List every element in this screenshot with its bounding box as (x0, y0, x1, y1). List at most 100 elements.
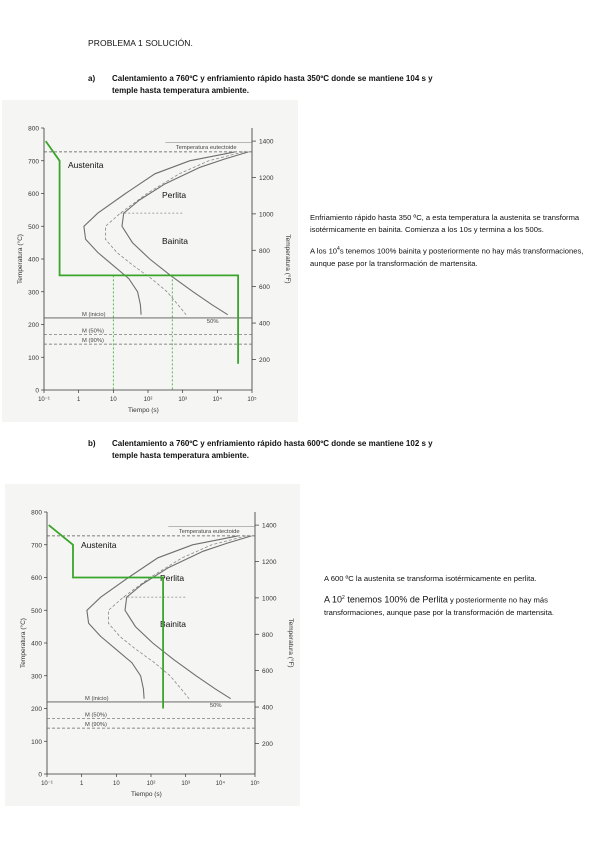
y-tick-label-c: 100 (31, 739, 42, 746)
section-a-desc-p2-prefix: A los 10 (310, 246, 338, 256)
y-axis-title-f: Temperatura (°F) (287, 618, 295, 667)
y-tick-label-c: 0 (38, 772, 42, 779)
x-tick-label: 10⁴ (216, 780, 226, 787)
y-axis-title-c: Temperatura (°C) (16, 234, 24, 284)
cooling-path (44, 140, 240, 364)
y-tick-label-c: 200 (31, 706, 42, 713)
section-a-desc-p2-suffix: s tenemos 100% bainita y posteriormente … (310, 246, 584, 269)
y-tick-label-f: 800 (259, 248, 270, 255)
section-b-letter: b) (88, 439, 96, 448)
section-a-desc-p2-sup: 4 (337, 246, 340, 253)
y-tick-label-c: 700 (28, 158, 39, 165)
section-b-description: A 600 ºC la austenita se transforma isot… (324, 573, 584, 626)
transformation-50-curve (105, 151, 244, 315)
y-tick-label-c: 0 (35, 388, 39, 395)
bainita-label: Bainita (162, 236, 188, 246)
eutectoid-label: Temperatura eutectoide (179, 529, 240, 535)
y-axis-title-f: Temperatura (°F) (284, 234, 292, 283)
section-b-heading: b) Calentamiento a 760ºC y enfriamiento r… (88, 438, 433, 462)
perlita-label: Perlita (162, 190, 186, 200)
martensite-start-label: M (inicio) (85, 696, 109, 702)
transformation-finish-curve (121, 151, 249, 316)
section-a-heading: a) Calentamiento a 760ºC y enfriamiento r… (88, 73, 433, 97)
section-b-desc-p2-suffix: y posteriormente no hay más transformaci… (324, 595, 555, 617)
martensite-50-label: M (50%) (82, 328, 104, 334)
martensite-start-label: M (inicio) (82, 312, 106, 318)
section-a-desc-p2: A los 104s tenemos 100% bainita y poster… (310, 243, 592, 270)
y-tick-label-c: 600 (31, 575, 42, 582)
y-tick-label-f: 1000 (259, 211, 274, 218)
y-tick-label-c: 500 (31, 608, 42, 615)
section-b-desc-p2-sup: 2 (342, 595, 345, 602)
cooling-path (48, 524, 165, 709)
x-tick-label: 10 (110, 397, 117, 403)
y-tick-label-f: 200 (262, 741, 273, 748)
y-axis-title-c: Temperatura (°C) (19, 618, 27, 668)
y-tick-label-c: 700 (31, 542, 42, 549)
section-b-desc-p2: A 102 tenemos 100% de Perlita y posterio… (324, 592, 584, 619)
y-tick-label-f: 1200 (259, 175, 274, 182)
martensite-90-label: M (90%) (82, 338, 104, 344)
ttt-diagram-a: 800 700 600 500 400 300 200 100 0 1400 1200 1000 800… (2, 100, 298, 422)
x-tick-label: 10⁻¹ (38, 397, 50, 403)
transformation-50-curve (108, 535, 247, 699)
y-tick-label-f: 1400 (262, 523, 277, 530)
y-tick-label-c: 800 (28, 126, 39, 133)
section-b-desc-p2-big2: tenemos 100% de Perlita (344, 594, 448, 605)
y-tick-label-f: 600 (262, 668, 273, 675)
page-title: PROBLEMA 1 SOLUCIÓN. (88, 38, 193, 48)
bainita-label: Bainita (160, 619, 186, 629)
martensite-50-label: M (50%) (85, 712, 107, 718)
section-a-desc-p1: Enfriamiento rápido hasta 350 ºC, a esta… (310, 213, 580, 235)
ttt-diagram-b: 800 700 600 500 400 300 200 100 0 1400 1200 1000 800… (5, 484, 300, 806)
x-tick-label: 10⁻¹ (41, 781, 53, 787)
x-tick-label: 10⁵ (250, 780, 260, 787)
x-tick-label: 10 (113, 781, 120, 787)
section-b-line2: temple hasta temperatura ambiente. (112, 451, 249, 460)
y-tick-label-c: 400 (31, 641, 42, 648)
section-a-line2: temple hasta temperatura ambiente. (112, 86, 249, 95)
y-tick-label-f: 600 (259, 284, 270, 291)
y-tick-label-f: 1400 (259, 139, 274, 146)
y-tick-label-f: 800 (262, 632, 273, 639)
y-tick-label-c: 300 (28, 289, 39, 296)
x-axis-title: Tiempo (s) (128, 407, 159, 414)
y-tick-label-c: 600 (28, 191, 39, 198)
section-b-desc-p1: A 600 ºC la austenita se transforma isot… (324, 574, 537, 583)
section-b-line1: Calentamiento a 760ºC y enfriamiento ráp… (112, 439, 433, 448)
section-a-description: Enfriamiento rápido hasta 350 ºC, a esta… (310, 212, 592, 277)
section-a-letter: a) (88, 74, 96, 83)
y-tick-label-f: 200 (259, 357, 270, 364)
transformation-finish-curve (124, 535, 252, 700)
y-tick-label-c: 500 (28, 224, 39, 231)
y-tick-label-c: 200 (28, 322, 39, 329)
eutectoid-label: Temperatura eutectoide (176, 145, 237, 151)
section-a-line1: Calentamiento a 760ºC y enfriamiento ráp… (112, 74, 433, 83)
x-axis-title: Tiempo (s) (131, 791, 162, 798)
x-tick-label: 10² (144, 397, 153, 403)
y-tick-label-c: 800 (31, 510, 42, 517)
transformation-start-curve (86, 535, 238, 699)
y-tick-label-f: 400 (259, 321, 270, 328)
x-tick-label: 10³ (178, 397, 187, 403)
fifty-percent-label: 50% (210, 703, 222, 709)
x-tick-label: 10⁵ (247, 396, 257, 403)
fifty-percent-label: 50% (207, 319, 219, 325)
x-tick-label: 1 (80, 781, 84, 787)
martensite-90-label: M (90%) (85, 722, 107, 728)
section-b-desc-p2-big: A 10 (324, 594, 343, 605)
y-tick-label-f: 1000 (262, 595, 277, 602)
x-tick-label: 1 (77, 397, 81, 403)
transformation-start-curve (83, 151, 235, 315)
ttt-chart-a: 8007006005004003002001000140012001000800… (16, 126, 292, 415)
y-tick-label-c: 300 (31, 673, 42, 680)
austenita-label: Austenita (81, 540, 117, 550)
x-tick-label: 10³ (181, 781, 190, 787)
x-tick-label: 10² (147, 781, 156, 787)
austenita-label: Austenita (68, 160, 104, 170)
y-tick-label-f: 1200 (262, 559, 277, 566)
y-tick-label-c: 400 (28, 257, 39, 264)
y-tick-label-c: 100 (28, 355, 39, 362)
y-tick-label-f: 400 (262, 705, 273, 712)
ttt-chart-b: 8007006005004003002001000140012001000800… (19, 510, 295, 799)
